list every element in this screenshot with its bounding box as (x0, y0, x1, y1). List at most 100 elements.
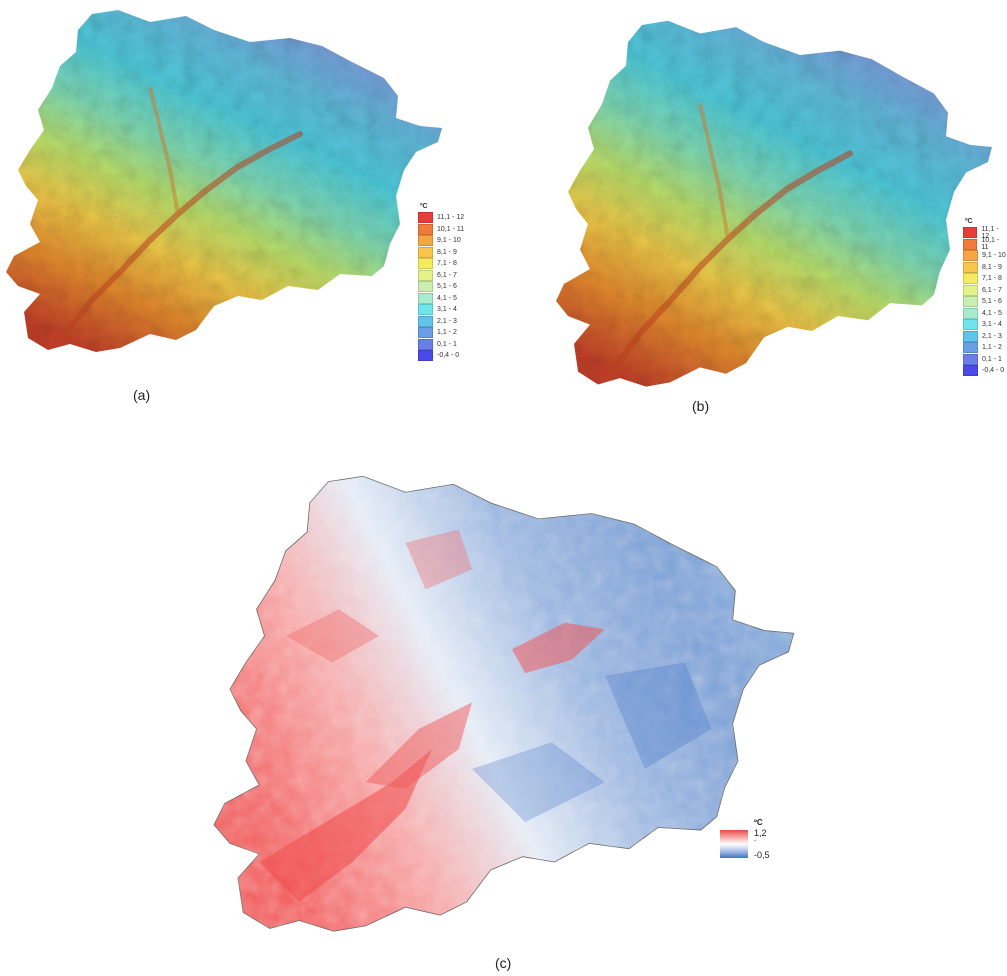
caption-c: (c) (495, 955, 512, 971)
b-legend-swatch (963, 365, 978, 377)
difference-legend: ºC 1,2 - -0,5 (720, 818, 780, 878)
a-legend-row: 11,1 - 12 (418, 212, 464, 224)
a-legend-row: 4,1 - 5 (418, 292, 464, 305)
warm-slope-1 (259, 748, 433, 902)
b-legend-label: 3,1 - 4 (982, 321, 1002, 329)
b-legend-row: 2,1 - 3 (963, 330, 1007, 343)
a-legend-swatch (418, 281, 433, 293)
a-legend-label: 8,1 - 9 (437, 248, 457, 256)
b-legend-label: 1,1 - 2 (982, 344, 1002, 352)
b-legend-swatch (963, 227, 978, 239)
b-legend-row: 8,1 - 9 (963, 261, 1007, 274)
map-panel-a: ºC 11,1 - 12 10,1 - 11 9,1 - 10 8,1 - 9 7,1 … (0, 0, 480, 410)
a-legend-label: 2,1 - 3 (437, 317, 457, 325)
difference-map-c (213, 475, 795, 932)
caption-a: (a) (133, 387, 151, 403)
b-legend-row: 4,1 - 5 (963, 307, 1007, 320)
river-branch-b (698, 103, 730, 240)
legend-items-a: 11,1 - 12 10,1 - 11 9,1 - 10 8,1 - 9 7,1 - 8… (418, 212, 464, 362)
a-legend-label: 1,1 - 2 (437, 329, 457, 337)
legend-items-b: 11,1 - 12 10,1 - 11 9,1 - 10 8,1 - 9 7,1 - 8… (963, 225, 1007, 377)
a-legend-label: 0,1 - 1 (437, 340, 457, 348)
b-legend-swatch (963, 273, 978, 285)
a-legend-row: 9,1 - 10 (418, 235, 464, 247)
a-legend-swatch (418, 258, 433, 270)
b-legend-label: 4,1 - 5 (982, 309, 1002, 317)
andorra-shape-b (556, 20, 992, 387)
b-legend-row: 5,1 - 6 (963, 296, 1007, 308)
a-legend-row: -0,4 - 0 (418, 350, 464, 362)
a-legend-swatch (418, 235, 433, 247)
a-legend-swatch (418, 327, 433, 339)
warm-slope-3 (511, 622, 605, 674)
b-legend-swatch (963, 250, 978, 262)
diff-gradient-bar (720, 830, 748, 858)
b-legend-row: 1,1 - 2 (963, 342, 1007, 354)
a-legend-row: 5,1 - 6 (418, 281, 464, 293)
b-legend-row: -0,4 - 0 (963, 365, 1007, 377)
a-legend-swatch (418, 315, 433, 327)
temperature-legend-b: ºC 11,1 - 12 10,1 - 11 9,1 - 10 8,1 - 9 7,1 … (963, 218, 1007, 377)
a-legend-label: 4,1 - 5 (437, 294, 457, 302)
a-legend-swatch (418, 212, 433, 224)
a-legend-row: 6,1 - 7 (418, 269, 464, 282)
a-legend-label: 6,1 - 7 (437, 271, 457, 279)
a-legend-row: 7,1 - 8 (418, 258, 464, 270)
b-legend-swatch (963, 261, 978, 273)
b-legend-row: 10,1 - 11 (963, 237, 1007, 252)
diff-legend-min: -0,5 (754, 850, 770, 860)
b-legend-swatch (963, 238, 978, 250)
a-legend-swatch (418, 223, 433, 235)
diff-legend-tick: - (754, 838, 756, 844)
a-legend-row: 1,1 - 2 (418, 327, 464, 339)
a-legend-label: -0,4 - 0 (437, 352, 460, 360)
b-legend-label: 10,1 - 11 (981, 237, 1000, 252)
map-panel-b: ºC 11,1 - 12 10,1 - 11 9,1 - 10 8,1 - 9 7,1 … (520, 0, 1007, 414)
a-legend-label: 7,1 - 8 (437, 260, 457, 268)
a-legend-swatch (418, 292, 433, 304)
a-legend-row: 0,1 - 1 (418, 338, 464, 351)
diff-legend-unit: ºC (754, 818, 763, 827)
b-legend-label: -0,4 - 0 (982, 367, 1005, 375)
b-legend-label: 7,1 - 8 (982, 275, 1002, 283)
legend-unit-a: ºC (420, 203, 428, 210)
b-legend-label: 0,1 - 1 (982, 355, 1002, 363)
b-legend-label: 9,1 - 10 (982, 252, 1006, 260)
a-legend-row: 2,1 - 3 (418, 315, 464, 328)
temperature-map-a (6, 10, 442, 352)
b-legend-swatch (963, 342, 978, 354)
andorra-shape-a (6, 10, 442, 352)
b-legend-row: 6,1 - 7 (963, 284, 1007, 297)
b-legend-label: 11,1 - 12 (981, 225, 999, 240)
b-legend-swatch (963, 284, 978, 296)
b-legend-swatch (963, 353, 978, 365)
warm-slope-2 (365, 702, 472, 789)
b-legend-label: 2,1 - 3 (982, 332, 1002, 340)
a-legend-label: 5,1 - 6 (437, 283, 457, 291)
a-legend-row: 10,1 - 11 (418, 223, 465, 236)
b-legend-label: 5,1 - 6 (982, 298, 1002, 306)
cool-slope-1 (605, 662, 712, 769)
a-legend-label: 11,1 - 12 (437, 214, 465, 222)
a-legend-row: 8,1 - 9 (418, 246, 464, 259)
a-legend-swatch (418, 350, 433, 362)
river-branch-a (148, 87, 180, 215)
b-legend-row: 0,1 - 1 (963, 353, 1007, 366)
b-legend-swatch (963, 319, 978, 331)
a-legend-swatch (418, 269, 433, 281)
a-legend-row: 3,1 - 4 (418, 304, 464, 316)
diff-legend-max: 1,2 (754, 828, 767, 838)
a-legend-swatch (418, 338, 433, 350)
b-legend-row: 9,1 - 10 (963, 250, 1007, 262)
a-legend-swatch (418, 246, 433, 258)
b-legend-label: 6,1 - 7 (982, 286, 1002, 294)
a-legend-label: 10,1 - 11 (437, 225, 465, 233)
b-legend-row: 11,1 - 12 (963, 225, 1007, 240)
caption-b: (b) (692, 398, 710, 414)
warm-slope-4 (285, 609, 379, 663)
b-legend-row: 7,1 - 8 (963, 273, 1007, 285)
temperature-map-b (556, 20, 992, 387)
b-legend-label: 8,1 - 9 (982, 263, 1002, 271)
a-legend-label: 9,1 - 10 (437, 237, 461, 245)
a-legend-swatch (418, 304, 433, 316)
